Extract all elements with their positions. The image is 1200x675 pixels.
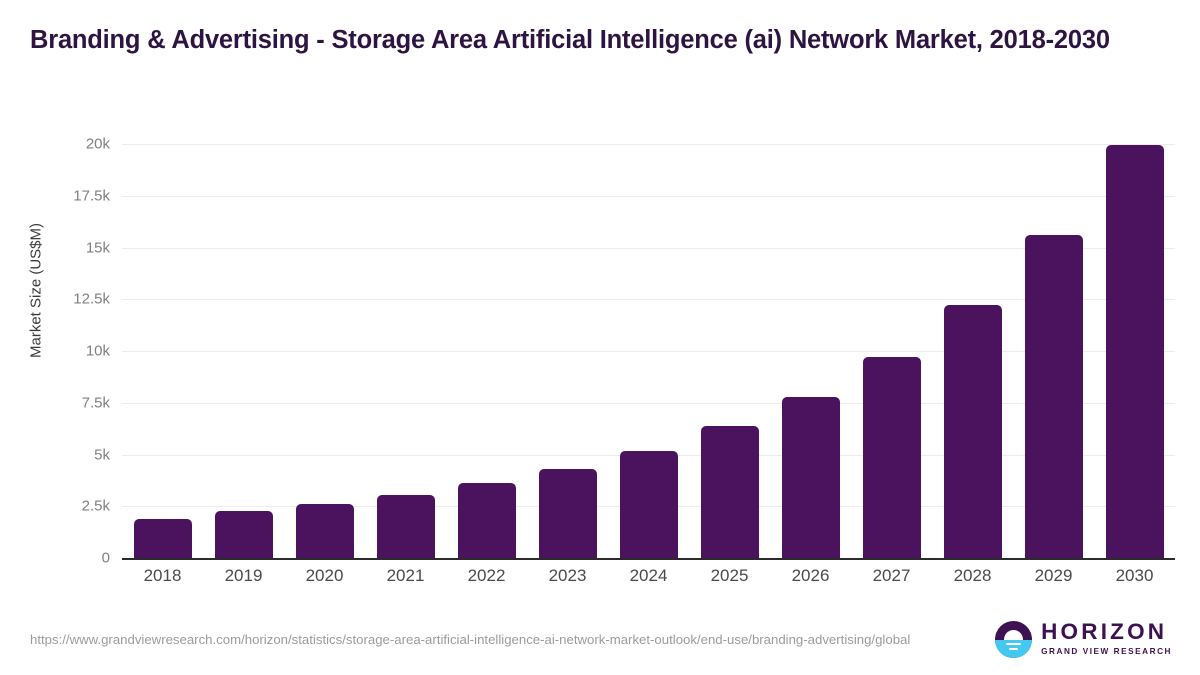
bar[interactable] <box>295 504 354 558</box>
bar[interactable] <box>457 483 516 558</box>
y-axis-title: Market Size (US$M) <box>27 222 45 359</box>
bar-slot <box>527 144 608 558</box>
y-tick-label: 12.5k <box>73 290 110 308</box>
x-axis-line <box>122 558 1175 560</box>
x-tick-label: 2024 <box>629 566 668 585</box>
bar-slot <box>122 144 203 558</box>
gridline <box>122 299 1175 301</box>
bar[interactable] <box>1024 235 1083 558</box>
bar-slot <box>851 144 932 558</box>
bar[interactable] <box>214 511 273 558</box>
logo-ray-upper <box>1006 643 1022 646</box>
x-tick-label: 2021 <box>386 566 425 585</box>
x-tick-label: 2026 <box>791 566 830 585</box>
y-tick-label: 0 <box>101 549 110 567</box>
x-tick-label: 2025 <box>710 566 749 585</box>
gridline <box>122 351 1175 352</box>
gridline <box>122 195 1175 197</box>
bar-slot <box>365 144 446 558</box>
y-tick-label: 10k <box>85 342 110 360</box>
bar[interactable] <box>781 396 840 558</box>
bar[interactable] <box>1105 145 1164 558</box>
bar-slot <box>446 144 527 558</box>
bar-series <box>122 144 1175 558</box>
bar[interactable] <box>133 518 192 558</box>
logo-sun-shape <box>1004 630 1024 640</box>
x-tick-label: 2029 <box>1034 566 1073 585</box>
bar-slot <box>932 144 1013 558</box>
bar-slot <box>770 144 851 558</box>
gridline <box>122 402 1175 404</box>
bar-slot <box>203 144 284 558</box>
bar-slot <box>689 144 770 558</box>
logo-text: HORIZON GRAND VIEW RESEARCH <box>1041 621 1172 658</box>
source-url[interactable]: https://www.grandviewresearch.com/horizo… <box>30 632 911 647</box>
logo-tagline: GRAND VIEW RESEARCH <box>1041 646 1172 656</box>
x-tick-label: 2028 <box>953 566 992 585</box>
page-title: Branding & Advertising - Storage Area Ar… <box>30 26 1110 54</box>
x-tick-label: 2027 <box>872 566 911 585</box>
logo-wordmark: HORIZON <box>1041 619 1168 645</box>
gridline <box>122 247 1175 249</box>
bar[interactable] <box>538 469 597 558</box>
bar[interactable] <box>376 494 435 558</box>
gridline <box>122 144 1175 145</box>
y-tick-label: 15k <box>85 239 110 256</box>
bar-slot <box>1013 144 1094 558</box>
bar-slot <box>1094 144 1175 558</box>
y-tick-label: 2.5k <box>81 497 110 515</box>
logo-ray-lower <box>1009 647 1019 650</box>
horizon-sunrise-icon <box>995 621 1033 658</box>
bar-slot <box>608 144 689 558</box>
bar[interactable] <box>862 356 921 558</box>
y-tick-label: 7.5k <box>81 394 110 412</box>
x-tick-label: 2022 <box>467 566 506 585</box>
y-tick-label: 20k <box>85 135 110 153</box>
x-tick-label: 2018 <box>143 566 182 585</box>
bar[interactable] <box>700 425 759 558</box>
bar[interactable] <box>619 450 678 558</box>
bar-slot <box>284 144 365 558</box>
x-tick-label: 2023 <box>548 566 587 585</box>
x-tick-label: 2030 <box>1115 566 1154 585</box>
x-tick-label: 2019 <box>224 566 263 585</box>
bar[interactable] <box>943 305 1002 558</box>
y-tick-label: 17.5k <box>73 187 110 205</box>
horizon-logo[interactable]: HORIZON GRAND VIEW RESEARCH <box>995 621 1172 658</box>
y-tick-label: 5k <box>94 446 110 463</box>
x-tick-label: 2020 <box>305 566 344 585</box>
